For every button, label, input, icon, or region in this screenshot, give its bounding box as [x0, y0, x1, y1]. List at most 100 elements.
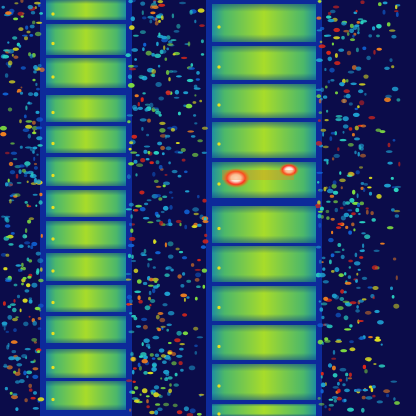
- speckle: [341, 98, 347, 104]
- speckle: [383, 389, 390, 394]
- speckle: [33, 359, 36, 363]
- speckle: [162, 184, 166, 188]
- speckle: [328, 407, 331, 411]
- speckle: [189, 408, 196, 414]
- cell-dot: [217, 103, 221, 107]
- speckle: [129, 312, 133, 315]
- speckle: [315, 203, 321, 209]
- speckle: [199, 24, 205, 27]
- speckle: [24, 241, 31, 245]
- speckle: [16, 294, 21, 299]
- speckle: [166, 328, 169, 332]
- speckle: [345, 377, 348, 382]
- speckle: [346, 50, 352, 56]
- speckle: [34, 306, 41, 311]
- speckle: [152, 171, 156, 177]
- speckle: [382, 9, 386, 15]
- speckle: [18, 27, 24, 31]
- speckle: [183, 406, 189, 412]
- speckle: [362, 188, 366, 192]
- speckle: [165, 146, 172, 151]
- speckle: [171, 361, 177, 366]
- cell-shade: [46, 316, 126, 343]
- speckle: [152, 335, 160, 340]
- speckle: [320, 302, 328, 306]
- speckle: [2, 54, 10, 59]
- speckle: [317, 397, 321, 400]
- speckle: [358, 336, 365, 340]
- speckle: [330, 9, 336, 14]
- speckle: [361, 298, 367, 301]
- speckle: [184, 170, 188, 174]
- speckle: [173, 383, 179, 387]
- cell-shade: [46, 190, 126, 217]
- speckle: [360, 124, 367, 128]
- speckle: [128, 0, 133, 4]
- speckle: [320, 128, 327, 132]
- speckle: [202, 239, 209, 244]
- speckle: [372, 286, 379, 290]
- speckle: [9, 303, 16, 306]
- speckle: [386, 22, 391, 27]
- speckle: [317, 323, 324, 328]
- speckle: [180, 293, 188, 298]
- speckle: [319, 26, 325, 31]
- speckle: [130, 151, 138, 154]
- speckle: [341, 21, 347, 26]
- speckle: [146, 399, 149, 404]
- speckle: [179, 1, 186, 5]
- speckle: [318, 44, 326, 49]
- speckle: [358, 212, 361, 216]
- speckle: [182, 331, 189, 336]
- speckle: [157, 312, 164, 315]
- speckle: [161, 38, 168, 43]
- speckle: [158, 96, 164, 101]
- cell-shade: [212, 122, 316, 158]
- speckle: [390, 176, 394, 180]
- speckle: [321, 261, 324, 264]
- speckle: [17, 11, 25, 16]
- speckle: [190, 263, 195, 267]
- speckle: [368, 34, 373, 38]
- speckle: [36, 153, 39, 156]
- speckle: [13, 158, 18, 161]
- speckle: [349, 23, 354, 28]
- speckle: [395, 5, 398, 10]
- speckle: [386, 393, 390, 398]
- speckle: [355, 388, 362, 392]
- speckle: [12, 317, 18, 322]
- speckle: [354, 252, 358, 258]
- speckle: [339, 171, 342, 175]
- speckle: [331, 157, 335, 161]
- speckle: [356, 21, 361, 24]
- speckle: [376, 400, 383, 404]
- speckle: [8, 356, 15, 361]
- speckle: [349, 28, 354, 34]
- speckle: [130, 16, 135, 22]
- speckle: [185, 103, 193, 109]
- speckle: [180, 148, 186, 152]
- speckle: [320, 382, 326, 388]
- speckle: [361, 276, 368, 280]
- speckle: [152, 363, 157, 368]
- speckle: [186, 279, 192, 283]
- speckle: [343, 95, 346, 98]
- speckle: [354, 150, 357, 155]
- speckle: [349, 198, 355, 203]
- speckle: [359, 249, 365, 253]
- speckle: [28, 383, 32, 388]
- speckle: [144, 108, 149, 112]
- speckle: [342, 130, 345, 134]
- speckle: [26, 30, 31, 34]
- speckle: [316, 16, 322, 20]
- speckle: [28, 217, 35, 221]
- speckle: [158, 32, 161, 37]
- speckle: [129, 67, 136, 71]
- speckle: [334, 131, 338, 136]
- speckle: [21, 262, 24, 268]
- speckle: [157, 407, 163, 412]
- speckle: [184, 209, 190, 215]
- speckle: [349, 301, 357, 305]
- speckle: [324, 119, 329, 122]
- speckle: [338, 273, 344, 278]
